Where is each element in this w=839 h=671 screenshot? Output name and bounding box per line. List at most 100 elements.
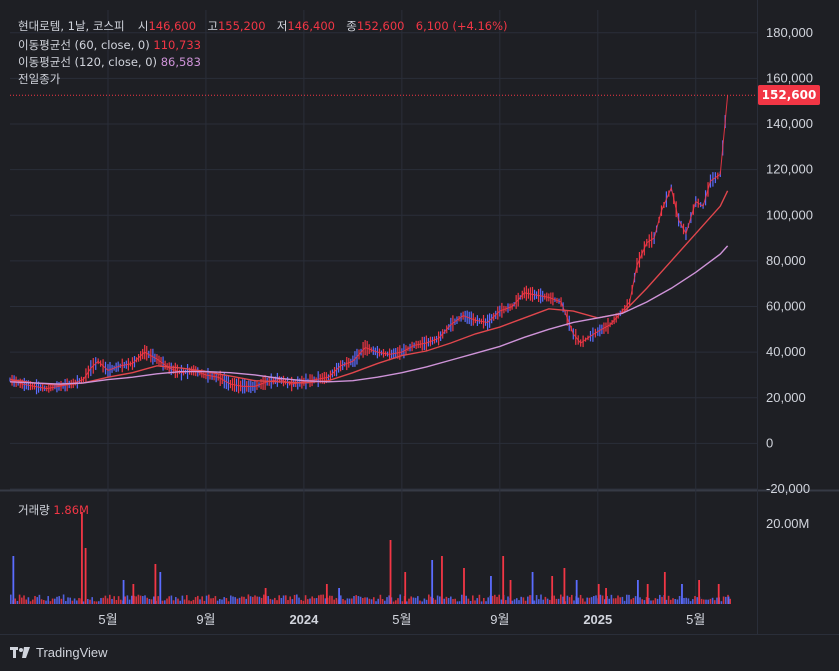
chart-background bbox=[0, 0, 839, 640]
volume-bar bbox=[707, 599, 709, 604]
volume-bar bbox=[401, 601, 404, 604]
volume-spike-bar bbox=[12, 556, 15, 604]
volume-bar bbox=[483, 598, 485, 604]
volume-bar bbox=[478, 594, 481, 604]
volume-bar bbox=[10, 594, 12, 604]
volume-bar bbox=[430, 596, 432, 604]
volume-bar bbox=[353, 596, 355, 604]
volume-bar bbox=[639, 597, 641, 604]
volume-bar bbox=[29, 601, 32, 604]
volume-bar bbox=[43, 600, 45, 604]
volume-bar bbox=[351, 598, 353, 604]
volume-spike-bar bbox=[338, 588, 340, 604]
volume-bar bbox=[258, 596, 261, 604]
volume-bar bbox=[335, 597, 338, 604]
volume-bar bbox=[524, 600, 527, 604]
volume-bar bbox=[590, 597, 593, 604]
volume-bar bbox=[582, 598, 584, 604]
symbol-label[interactable]: 현대로템, 1날, 코스피 bbox=[18, 19, 125, 33]
volume-bar bbox=[291, 599, 294, 604]
volume-bar bbox=[487, 597, 489, 604]
chart-canvas[interactable]: 180,000 160,000 140,000 120,000 100,000 80,00… bbox=[0, 0, 839, 640]
open-value: 146,600 bbox=[148, 19, 197, 33]
volume-bar bbox=[535, 595, 538, 604]
volume-bar bbox=[703, 599, 705, 604]
volume-bar bbox=[320, 594, 322, 604]
volume-bar bbox=[538, 599, 540, 604]
volume-bar bbox=[168, 596, 170, 604]
volume-bar bbox=[458, 601, 461, 604]
open-label: 시 bbox=[137, 19, 149, 33]
volume-bar bbox=[166, 598, 168, 604]
volume-bar bbox=[131, 595, 133, 604]
volume-bar bbox=[456, 601, 459, 604]
ma120-legend[interactable]: 이동평균선 (120, close, 0) 86,583 bbox=[18, 54, 201, 70]
price-line bbox=[9, 95, 729, 390]
volume-bar bbox=[685, 597, 687, 604]
volume-bar bbox=[331, 595, 333, 604]
brand-name: TradingView bbox=[36, 645, 108, 660]
volume-bar bbox=[296, 594, 298, 604]
volume-bar bbox=[58, 596, 60, 604]
volume-spike-bar bbox=[575, 580, 578, 604]
volume-bar bbox=[109, 594, 111, 604]
volume-bar bbox=[395, 600, 397, 604]
volume-spike-bar bbox=[389, 540, 392, 604]
volume-bar bbox=[705, 599, 707, 604]
volume-bar bbox=[289, 596, 291, 604]
volume-bar bbox=[282, 595, 285, 604]
volume-spike-bar bbox=[502, 556, 505, 604]
volume-bar bbox=[623, 600, 626, 604]
volume-bar bbox=[599, 594, 602, 604]
volume-bar bbox=[498, 594, 500, 604]
volume-bar bbox=[443, 598, 445, 604]
last-price-tag: 152,600 bbox=[758, 85, 820, 106]
volume-bar bbox=[650, 600, 652, 604]
volume-bar bbox=[304, 595, 307, 604]
volume-bar bbox=[111, 598, 113, 604]
volume-bar bbox=[82, 601, 85, 604]
volume-bar bbox=[225, 598, 228, 604]
volume-bar bbox=[214, 596, 217, 604]
volume-bar bbox=[412, 597, 415, 604]
volume-bar bbox=[346, 598, 349, 604]
volume-bar bbox=[711, 597, 714, 604]
volume-bar bbox=[25, 599, 27, 604]
volume-bar bbox=[18, 594, 21, 604]
volume-bar bbox=[410, 596, 412, 604]
volume-bar bbox=[221, 599, 223, 604]
y-tick-label: 100,000 bbox=[766, 207, 813, 222]
volume-bar bbox=[683, 597, 685, 604]
volume-bar bbox=[654, 598, 657, 604]
change-value: 6,100 (+4.16%) bbox=[415, 19, 508, 33]
volume-bar bbox=[632, 597, 635, 604]
ma60-value: 110,733 bbox=[153, 38, 201, 52]
volume-bar bbox=[150, 599, 153, 604]
volume-bar bbox=[38, 594, 41, 604]
volume-bar bbox=[126, 595, 129, 604]
ma120-line bbox=[9, 245, 729, 385]
volume-bar bbox=[342, 599, 344, 604]
volume-bar bbox=[16, 600, 19, 604]
volume-bar bbox=[311, 596, 313, 604]
volume-bar bbox=[227, 601, 230, 604]
volume-bar bbox=[219, 598, 221, 604]
volume-bar bbox=[179, 600, 181, 604]
footer-brand[interactable]: TradingView bbox=[10, 645, 108, 660]
ohlc-legend: 현대로템, 1날, 코스피 시146,600 고155,200 저146,400… bbox=[18, 18, 508, 34]
volume-bar bbox=[205, 595, 208, 604]
volume-bar bbox=[379, 594, 382, 604]
volume-bar bbox=[421, 601, 423, 604]
volume-bar bbox=[73, 598, 76, 604]
volume-bar bbox=[722, 596, 725, 604]
volume-spike-bar bbox=[551, 576, 554, 604]
volume-spike-bar bbox=[490, 576, 492, 604]
low-label: 저 bbox=[276, 19, 288, 33]
volume-bar bbox=[51, 598, 54, 604]
volume-bar bbox=[399, 594, 401, 604]
volume-bar bbox=[23, 595, 25, 604]
prev-close-legend[interactable]: 전일종가 bbox=[18, 71, 60, 87]
ma60-legend[interactable]: 이동평균선 (60, close, 0) 110,733 bbox=[18, 37, 201, 53]
volume-bar bbox=[546, 598, 549, 604]
volume-legend[interactable]: 거래량 1.86M bbox=[18, 502, 89, 518]
